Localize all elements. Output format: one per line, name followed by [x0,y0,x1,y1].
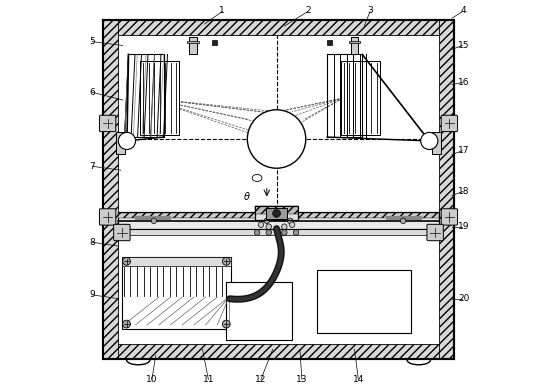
Circle shape [282,230,287,235]
Bar [116,133,125,154]
Bar [118,212,439,230]
FancyBboxPatch shape [100,115,116,132]
Bar [317,270,411,333]
Circle shape [400,218,406,224]
Bar [118,212,439,230]
Text: 10: 10 [146,375,158,384]
Bar [327,40,332,45]
Bar [118,213,439,218]
Text: 15: 15 [458,41,470,50]
Text: 9: 9 [89,291,95,300]
Bar [189,37,197,54]
Circle shape [258,222,263,228]
Circle shape [290,222,295,228]
Text: 5: 5 [89,37,95,46]
Text: 4: 4 [461,6,466,15]
Bar [103,344,454,359]
Bar [118,230,439,235]
Circle shape [151,218,157,224]
FancyBboxPatch shape [100,209,116,225]
FancyBboxPatch shape [441,115,457,132]
Bar [212,40,217,45]
Bar [255,206,298,220]
Bar [350,37,358,54]
Text: 6: 6 [89,88,95,97]
Bar [266,208,287,219]
Bar [140,61,179,135]
Circle shape [123,257,130,265]
Bar [432,133,441,154]
Bar [122,256,231,329]
Circle shape [123,320,130,328]
Ellipse shape [252,174,262,181]
Text: 3: 3 [367,6,373,15]
Circle shape [287,218,293,224]
Text: $\theta$: $\theta$ [243,190,251,201]
Circle shape [222,320,230,328]
Circle shape [247,110,306,168]
Text: 18: 18 [458,187,470,196]
Bar [187,41,199,43]
Bar [226,282,292,341]
Circle shape [294,230,299,235]
FancyBboxPatch shape [114,224,130,241]
Circle shape [264,218,270,224]
Bar [255,206,298,220]
Text: 14: 14 [353,375,364,384]
FancyBboxPatch shape [441,209,457,225]
Circle shape [282,224,287,230]
Circle shape [421,133,438,149]
Text: 12: 12 [255,375,267,384]
Bar [122,256,231,266]
Bar [103,20,454,359]
Text: 16: 16 [458,78,470,87]
Text: 8: 8 [89,238,95,247]
Text: 11: 11 [203,375,214,384]
Text: 17: 17 [458,146,470,155]
Circle shape [273,210,280,217]
Bar [103,20,454,35]
Circle shape [222,257,230,265]
Bar [103,20,454,359]
Circle shape [266,224,271,230]
Text: 13: 13 [296,375,307,384]
FancyBboxPatch shape [427,224,443,241]
Circle shape [266,230,271,235]
Bar [103,20,118,359]
Text: 19: 19 [458,222,470,231]
Bar [341,61,380,135]
Bar [349,41,360,43]
Circle shape [119,133,135,149]
Text: 2: 2 [305,6,311,15]
Bar [255,206,298,214]
Text: 20: 20 [458,294,469,303]
Circle shape [255,230,260,235]
Bar [439,20,454,359]
Text: 7: 7 [89,162,95,171]
Text: 1: 1 [219,6,225,15]
